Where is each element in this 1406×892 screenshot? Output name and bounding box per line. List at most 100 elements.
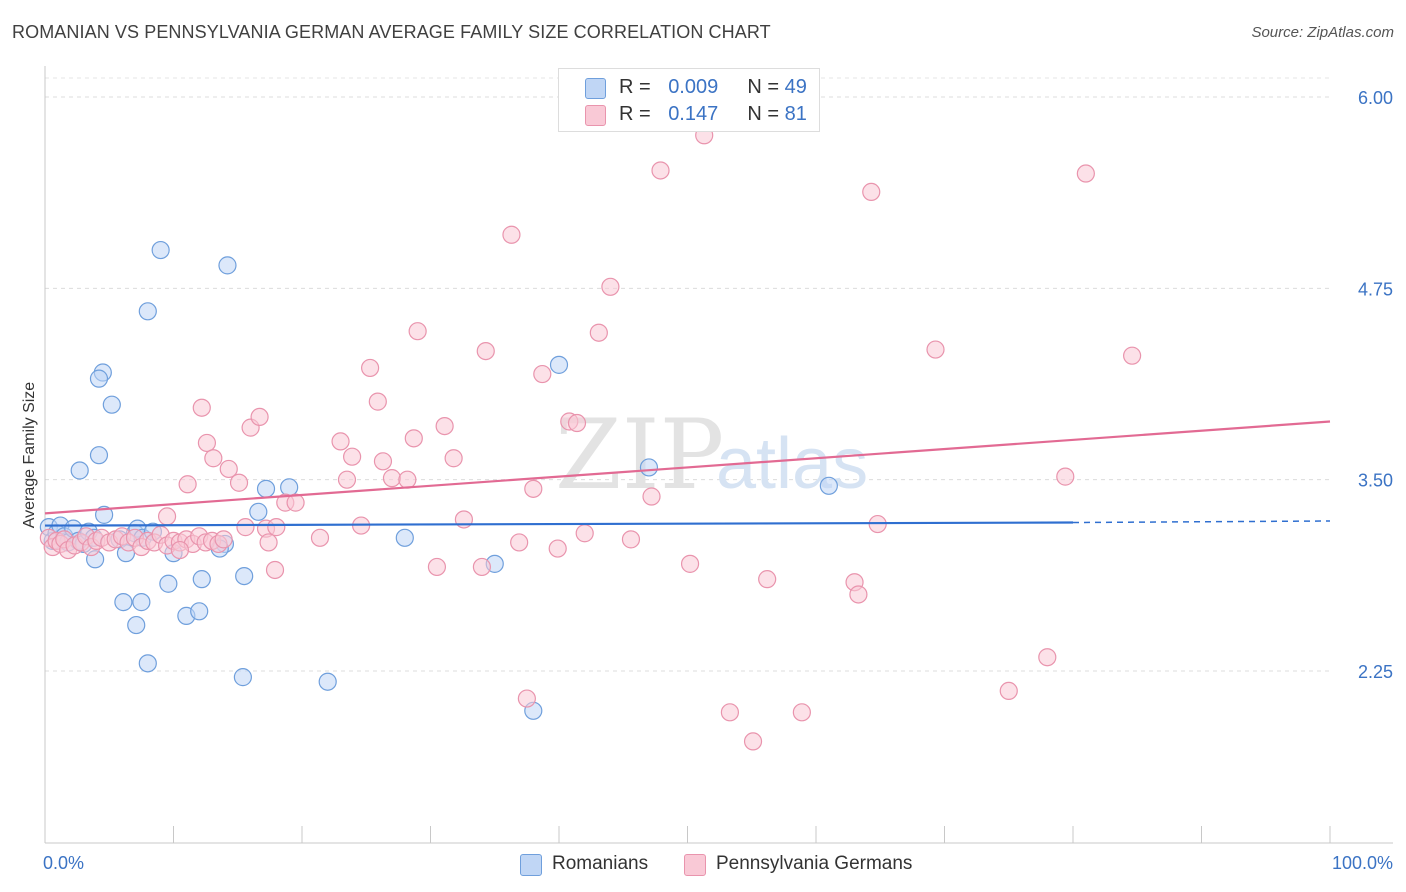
pa-germans-legend-swatch xyxy=(684,854,706,876)
n-label: N = xyxy=(747,76,780,98)
pa-german-point xyxy=(1076,164,1095,183)
pa-germans-legend-label: Pennsylvania Germans xyxy=(716,853,913,874)
pa-german-point xyxy=(621,530,641,549)
pa-german-point xyxy=(926,340,945,359)
romanian-point xyxy=(549,355,569,374)
pa-german-point xyxy=(192,398,211,417)
y-tick-label: 6.00 xyxy=(1358,88,1393,108)
romanian-point xyxy=(819,476,838,495)
romanian-point xyxy=(190,602,209,621)
romanian-point xyxy=(151,240,170,260)
romanians-r-value: 0.009 xyxy=(668,76,719,98)
pa-german-point xyxy=(250,407,269,427)
pa-german-point xyxy=(758,570,777,589)
y-tick-label: 4.75 xyxy=(1358,279,1393,299)
pa-german-point xyxy=(408,322,427,341)
romanian-point xyxy=(138,654,157,673)
pa-german-point xyxy=(331,432,350,451)
romanians-legend-label: Romanians xyxy=(552,853,649,874)
romanian-point xyxy=(127,615,146,635)
romanian-point xyxy=(89,446,109,465)
romanian-point xyxy=(95,505,114,524)
romanians-swatch xyxy=(585,78,606,99)
pa-germans-r-value: 0.147 xyxy=(668,103,719,125)
pa-german-point xyxy=(548,539,567,558)
pa-german-point xyxy=(567,413,587,433)
pa-german-point xyxy=(265,560,285,580)
pa-german-point xyxy=(382,469,402,488)
pa-german-point xyxy=(651,161,670,180)
chart-title: ROMANIAN VS PENNSYLVANIA GERMAN AVERAGE … xyxy=(12,22,771,42)
pa-german-point xyxy=(472,557,491,577)
r-label: R = xyxy=(619,103,651,125)
series-legend: Romanians Pennsylvania Germans xyxy=(0,852,1406,878)
romanian-point xyxy=(138,302,157,321)
pa-german-point xyxy=(178,475,197,494)
pa-german-point xyxy=(720,703,740,722)
romanian-point xyxy=(395,528,414,547)
y-tick-label: 2.25 xyxy=(1358,662,1393,682)
romanians-trend-line xyxy=(44,521,1074,527)
pa-german-point xyxy=(575,524,594,543)
y-tick-label: 3.50 xyxy=(1358,471,1393,491)
pa-germans-swatch xyxy=(585,105,606,126)
x-tick-label-min: 0.0% xyxy=(43,853,84,873)
tick-labels: 2.25 3.50 4.75 6.00 0.0% 100.0% xyxy=(43,88,1393,873)
pa-german-point xyxy=(337,470,357,489)
pa-german-point xyxy=(267,518,286,537)
pa-german-point xyxy=(435,416,454,436)
romanian-point xyxy=(159,574,178,593)
pa-german-point xyxy=(601,277,620,296)
pa-german-point xyxy=(259,533,278,552)
pa-german-point xyxy=(204,449,223,468)
n-label: N = xyxy=(747,103,780,125)
romanian-point xyxy=(280,478,299,497)
pa-german-point xyxy=(236,518,255,537)
pa-german-point xyxy=(444,449,463,468)
romanians-n-value: 49 xyxy=(784,76,807,98)
pa-german-point xyxy=(1056,467,1075,486)
pa-german-point xyxy=(524,479,543,498)
pa-german-point xyxy=(502,225,521,244)
romanian-point xyxy=(89,369,109,388)
romanian-point xyxy=(132,593,151,612)
romanian-point xyxy=(318,672,337,691)
pa-german-point xyxy=(373,452,393,471)
pa-german-point xyxy=(589,323,608,342)
pa-german-point xyxy=(862,182,881,202)
romanians-trend-extension xyxy=(1072,520,1331,524)
pa-german-point xyxy=(157,507,177,526)
romanian-point xyxy=(639,458,659,477)
x-tick-label-max: 100.0% xyxy=(1332,853,1393,873)
stats-legend: R = 0.009 N = 49 R = 0.147 N = 81 xyxy=(558,68,820,132)
pa-german-points xyxy=(39,126,1142,751)
pa-german-point xyxy=(1123,346,1142,365)
pa-german-point xyxy=(214,530,233,549)
pa-german-point xyxy=(286,493,305,512)
trend-lines xyxy=(44,420,1331,527)
pa-german-point xyxy=(743,732,763,751)
pa-german-point xyxy=(361,358,380,378)
romanian-point xyxy=(70,461,89,480)
pa-german-point xyxy=(517,689,536,708)
pa-german-point xyxy=(343,447,362,466)
romanian-point xyxy=(256,479,276,498)
pa-german-point xyxy=(792,703,811,722)
pa-german-point xyxy=(1038,648,1057,667)
pa-german-point xyxy=(170,540,190,560)
pa-german-point xyxy=(219,459,238,479)
pa-german-point xyxy=(476,341,495,361)
romanians-legend-swatch xyxy=(520,854,542,876)
pa-german-point xyxy=(680,554,700,573)
romanian-point xyxy=(249,502,268,521)
pa-german-point xyxy=(510,533,529,552)
pa-german-point xyxy=(533,364,552,384)
romanian-point xyxy=(218,256,237,275)
pa-germans-n-value: 81 xyxy=(784,103,807,125)
pa-german-point xyxy=(849,585,868,604)
romanian-point xyxy=(192,570,211,589)
pa-german-point xyxy=(368,392,387,411)
pa-german-point xyxy=(999,681,1018,700)
pa-german-point xyxy=(398,470,417,489)
